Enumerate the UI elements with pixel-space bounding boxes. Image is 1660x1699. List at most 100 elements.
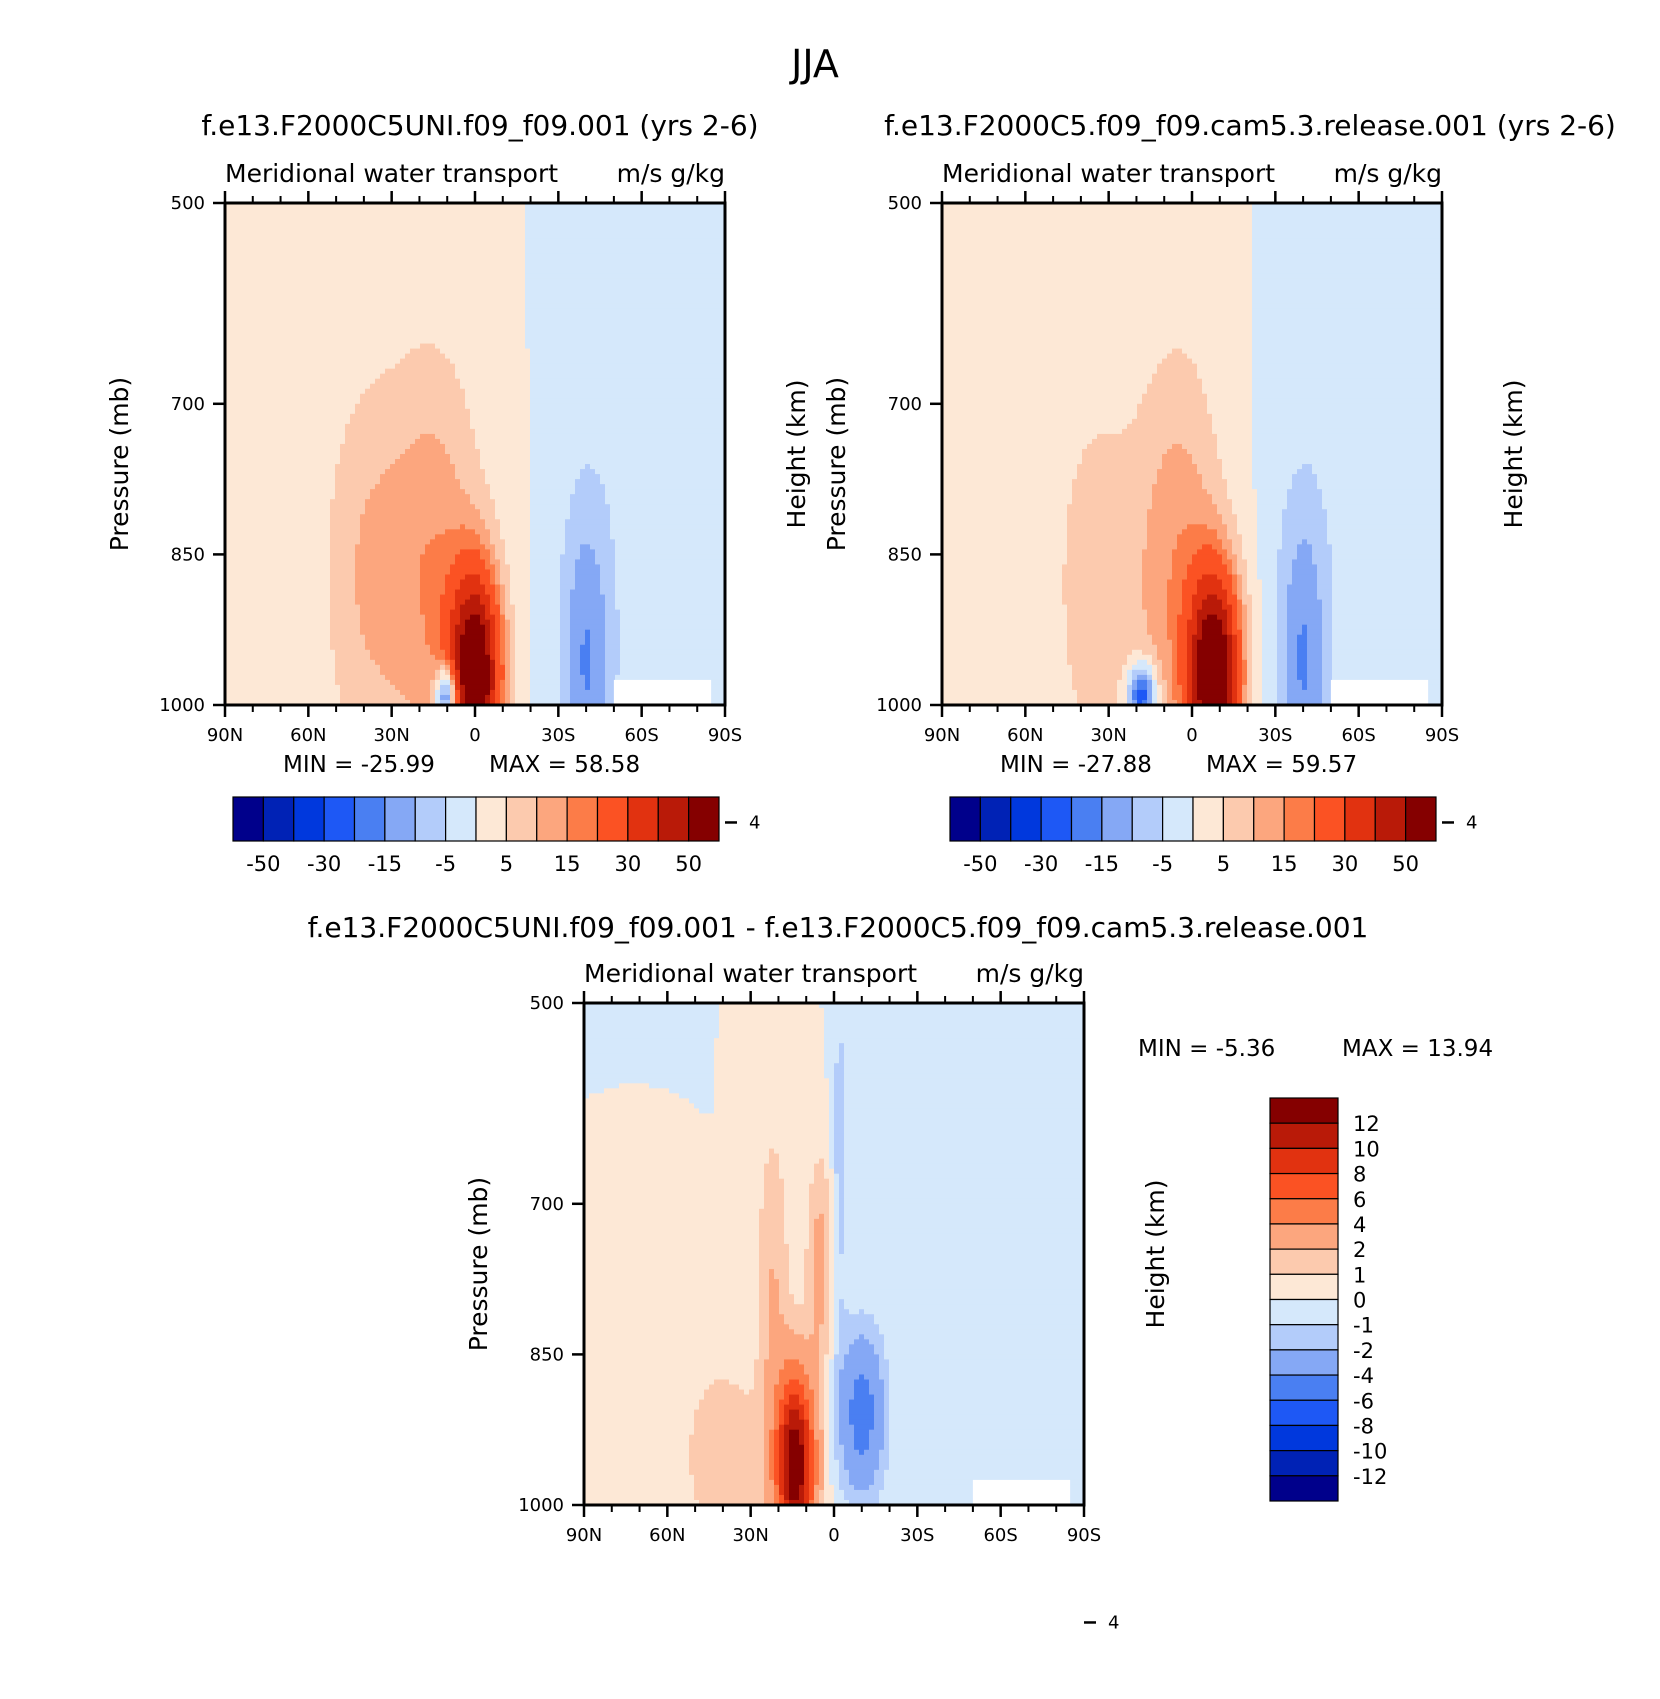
heatmap-cell [380,373,386,380]
heatmap-cell [320,654,326,661]
heatmap-cell [315,489,321,495]
heatmap-cell [240,288,246,294]
heatmap-cell [290,323,296,330]
heatmap-cell [410,459,416,465]
heatmap-cell [450,634,456,641]
heatmap-cell [435,669,441,676]
heatmap-cell [440,418,446,425]
heatmap-cell [275,494,281,500]
heatmap-cell [295,383,301,390]
heatmap-cell [320,398,326,405]
heatmap-cell [295,318,301,325]
heatmap-cell [445,659,451,666]
heatmap-cell [320,614,326,621]
heatmap-cell [295,594,301,601]
heatmap-cell [400,258,406,264]
heatmap-cell [415,674,421,681]
heatmap-cell [285,393,291,400]
heatmap-cell [365,664,371,671]
heatmap-cell [225,208,231,214]
heatmap-cell [345,629,351,636]
heatmap-cell [435,413,441,420]
heatmap-cell [355,534,361,540]
heatmap-cell [275,694,281,701]
heatmap-cell [280,288,286,294]
heatmap-cell [300,569,306,576]
heatmap-cell [280,313,286,320]
heatmap-cell [460,514,466,520]
heatmap-cell [330,694,336,701]
heatmap-cell [275,559,281,566]
heatmap-cell [335,604,341,611]
heatmap-cell [365,494,371,500]
heatmap-cell [445,459,451,465]
heatmap-cell [325,248,331,254]
heatmap-cell [430,459,436,465]
heatmap-cell [365,278,371,284]
heatmap-cell [340,474,346,480]
heatmap-cell [345,664,351,671]
heatmap-cell [385,423,391,430]
heatmap-cell [415,213,421,219]
heatmap-cell [225,428,231,435]
heatmap-cell [450,393,456,400]
heatmap-cell [365,544,371,550]
heatmap-cell [410,438,416,445]
heatmap-cell [425,403,431,410]
heatmap-cell [415,253,421,259]
heatmap-cell [430,383,436,390]
heatmap-cell [405,443,411,450]
heatmap-cell [420,203,426,209]
heatmap-cell [395,253,401,259]
heatmap-cell [255,699,261,706]
heatmap-cell [425,544,431,550]
heatmap-cell [315,629,321,636]
heatmap-cell [315,318,321,325]
heatmap-cell [445,644,451,651]
heatmap-cell [265,378,271,385]
heatmap-cell [380,644,386,651]
heatmap-cell [380,383,386,390]
heatmap-cell [295,459,301,465]
heatmap-cell [290,333,296,340]
heatmap-cell [465,584,471,591]
heatmap-cell [265,253,271,259]
heatmap-cell [400,469,406,475]
heatmap-cell [275,674,281,681]
heatmap-cell [230,318,236,325]
heatmap-cell [360,684,366,691]
heatmap-cell [235,323,241,330]
heatmap-cell [360,649,366,656]
heatmap-cell [330,484,336,490]
heatmap-cell [360,454,366,460]
heatmap-cell [265,208,271,214]
heatmap-cell [430,218,436,224]
heatmap-cell [360,624,366,631]
heatmap-cell [460,413,466,420]
heatmap-cell [450,524,456,530]
heatmap-cell [235,253,241,259]
heatmap-cell [245,524,251,530]
heatmap-cell [295,619,301,626]
heatmap-cell [235,348,241,355]
heatmap-cell [410,639,416,646]
heatmap-cell [305,408,311,415]
heatmap-cell [470,559,476,566]
heatmap-cell [310,308,316,315]
heatmap-cell [420,213,426,219]
heatmap-cell [235,569,241,576]
heatmap-cell [470,619,476,626]
heatmap-cell [435,228,441,234]
heatmap-cell [245,338,251,345]
heatmap-cell [275,238,281,244]
heatmap-cell [365,594,371,601]
heatmap-cell [295,484,301,490]
heatmap-cell [400,694,406,701]
heatmap-cell [320,273,326,279]
heatmap-cell [330,443,336,450]
heatmap-cell [425,669,431,676]
heatmap-cell [315,288,321,294]
heatmap-cell [465,433,471,440]
heatmap-cell [455,549,461,555]
heatmap-cell [415,398,421,405]
